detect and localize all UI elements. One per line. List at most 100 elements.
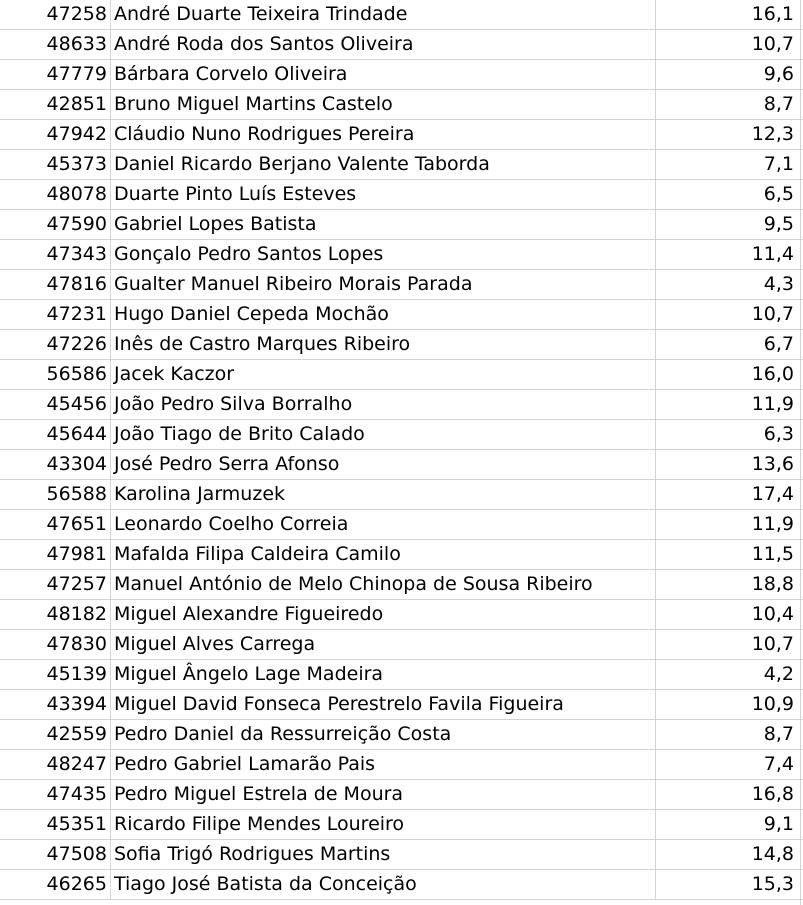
table-row: 48633 André Roda dos Santos Oliveira 10,7 [0,30,803,60]
student-name-cell[interactable]: Manuel António de Melo Chinopa de Sousa … [114,573,593,595]
student-name-cell[interactable]: Pedro Daniel da Ressurreição Costa [114,723,452,745]
student-number-cell[interactable]: 47981 [0,540,111,569]
grade-cell[interactable]: 16,8 [655,780,800,809]
grade-cell[interactable]: 14,8 [655,840,800,869]
grade-cell[interactable]: 6,7 [655,330,800,359]
grade-cell[interactable]: 9,5 [655,210,800,239]
student-name-cell[interactable]: Duarte Pinto Luís Esteves [114,183,357,205]
student-number-cell[interactable]: 47435 [0,780,111,809]
grade-cell[interactable]: 13,6 [655,450,800,479]
student-number-cell[interactable]: 47231 [0,300,111,329]
grade-cell[interactable]: 11,5 [655,540,800,569]
student-number-cell[interactable]: 47651 [0,510,111,539]
student-name-cell[interactable]: José Pedro Serra Afonso [114,453,340,475]
student-name-cell[interactable]: Gualter Manuel Ribeiro Morais Parada [114,273,473,295]
student-name-cell[interactable]: Tiago José Batista da Conceição [114,873,417,895]
grade-cell[interactable]: 15,3 [655,870,800,899]
student-number-cell[interactable]: 47830 [0,630,111,659]
student-name-cell[interactable]: Leonardo Coelho Correia [114,513,349,535]
student-name-cell[interactable]: André Roda dos Santos Oliveira [114,33,414,55]
grade-cell[interactable]: 16,0 [655,360,800,389]
grade-cell[interactable]: 10,9 [655,690,800,719]
student-number-cell[interactable]: 48182 [0,600,111,629]
grade-cell[interactable]: 16,1 [655,0,800,29]
grade-cell[interactable]: 4,2 [655,660,800,689]
grade-cell[interactable]: 10,7 [655,30,800,59]
student-name-cell[interactable]: Miguel David Fonseca Perestrelo Favila F… [114,693,564,715]
student-number-cell[interactable]: 56586 [0,360,111,389]
grade-cell[interactable]: 11,9 [655,510,800,539]
student-name-cell[interactable]: Miguel Alexandre Figueiredo [114,603,384,625]
student-name-cell[interactable]: Pedro Gabriel Lamarão Pais [114,753,376,775]
student-name-cell[interactable]: Hugo Daniel Cepeda Mochão [114,303,389,325]
student-name-cell[interactable]: Cláudio Nuno Rodrigues Pereira [114,123,415,145]
student-number-cell[interactable]: 42559 [0,720,111,749]
student-number-cell[interactable]: 47257 [0,570,111,599]
grade-cell[interactable]: 4,3 [655,270,800,299]
grade-cell[interactable]: 11,4 [655,240,800,269]
student-name-cell[interactable]: Inês de Castro Marques Ribeiro [114,333,411,355]
grade-cell[interactable]: 7,4 [655,750,800,779]
student-name-cell[interactable]: João Pedro Silva Borralho [114,393,353,415]
student-number-cell[interactable]: 43304 [0,450,111,479]
table-row: 47942 Cláudio Nuno Rodrigues Pereira 12,3 [0,120,803,150]
grade-cell[interactable]: 8,7 [655,90,800,119]
student-number-cell[interactable]: 47816 [0,270,111,299]
grade-cell[interactable]: 6,3 [655,420,800,449]
student-number-cell[interactable]: 48078 [0,180,111,209]
grade-cell[interactable]: 10,7 [655,300,800,329]
grade-cell[interactable]: 11,9 [655,390,800,419]
student-number-cell[interactable]: 47343 [0,240,111,269]
student-number-cell[interactable]: 45139 [0,660,111,689]
grade-cell[interactable]: 18,8 [655,570,800,599]
student-number-cell[interactable]: 43394 [0,690,111,719]
student-name-cell[interactable]: Jacek Kaczor [114,363,235,385]
grade-cell[interactable]: 9,6 [655,60,800,89]
table-row: 45139 Miguel Ângelo Lage Madeira 4,2 [0,660,803,690]
student-number-cell[interactable]: 45644 [0,420,111,449]
student-number-cell[interactable]: 56588 [0,480,111,509]
student-number-cell[interactable]: 47942 [0,120,111,149]
student-name-cell[interactable]: Bruno Miguel Martins Castelo [114,93,393,115]
student-name-cell[interactable]: Gabriel Lopes Batista [114,213,317,235]
grade-cell[interactable]: 10,4 [655,600,800,629]
grade-cell[interactable]: 6,5 [655,180,800,209]
student-name-cell[interactable]: André Duarte Teixeira Trindade [114,3,408,25]
student-number-cell[interactable]: 45373 [0,150,111,179]
grade-cell[interactable]: 12,3 [655,120,800,149]
table-row: 47816 Gualter Manuel Ribeiro Morais Parad… [0,270,803,300]
student-name-cell[interactable]: Sofia Trigó Rodrigues Martins [114,843,391,865]
table-row: 47779 Bárbara Corvelo Oliveira 9,6 [0,60,803,90]
grade-cell[interactable]: 8,7 [655,720,800,749]
student-number-cell[interactable]: 45456 [0,390,111,419]
grade-cell[interactable]: 10,7 [655,630,800,659]
student-name-cell[interactable]: Miguel Alves Carrega [114,633,316,655]
table-row: 47981 Mafalda Filipa Caldeira Camilo 11,5 [0,540,803,570]
student-number-cell[interactable]: 47590 [0,210,111,239]
table-row: 42851 Bruno Miguel Martins Castelo 8,7 [0,90,803,120]
table-row: 47343 Gonçalo Pedro Santos Lopes 11,4 [0,240,803,270]
student-name-cell[interactable]: Pedro Miguel Estrela de Moura [114,783,404,805]
grade-cell[interactable]: 7,1 [655,150,800,179]
student-number-cell[interactable]: 47508 [0,840,111,869]
student-name-cell[interactable]: Bárbara Corvelo Oliveira [114,63,348,85]
student-name-cell[interactable]: Miguel Ângelo Lage Madeira [114,663,384,685]
student-name-cell[interactable]: Gonçalo Pedro Santos Lopes [114,243,384,265]
student-number-cell[interactable]: 47226 [0,330,111,359]
student-number-cell[interactable]: 48633 [0,30,111,59]
grade-cell[interactable]: 17,4 [655,480,800,509]
student-name-cell[interactable]: Karolina Jarmuzek [114,483,286,505]
table-row: 45351 Ricardo Filipe Mendes Loureiro 9,1 [0,810,803,840]
student-number-cell[interactable]: 46265 [0,870,111,899]
student-name-cell[interactable]: Mafalda Filipa Caldeira Camilo [114,543,401,565]
student-name-cell[interactable]: Ricardo Filipe Mendes Loureiro [114,813,405,835]
student-number-cell[interactable]: 45351 [0,810,111,839]
table-row: 46265 Tiago José Batista da Conceição 15,3 [0,870,803,900]
student-number-cell[interactable]: 47258 [0,0,111,29]
student-number-cell[interactable]: 47779 [0,60,111,89]
student-number-cell[interactable]: 48247 [0,750,111,779]
student-name-cell[interactable]: Daniel Ricardo Berjano Valente Taborda [114,153,490,175]
grade-cell[interactable]: 9,1 [655,810,800,839]
student-name-cell[interactable]: João Tiago de Brito Calado [114,423,365,445]
student-number-cell[interactable]: 42851 [0,90,111,119]
